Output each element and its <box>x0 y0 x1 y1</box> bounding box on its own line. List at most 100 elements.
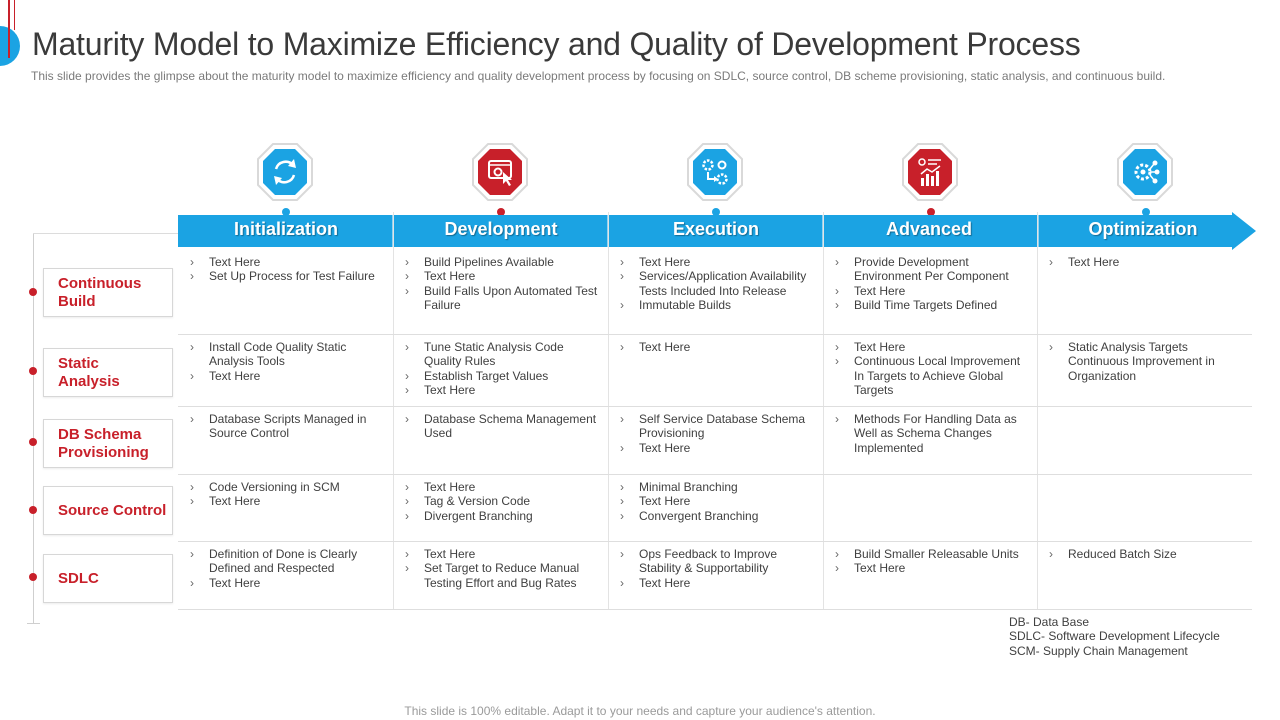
stage-label-execution: Execution <box>672 219 760 239</box>
legend-item: SCM- Supply Chain Management <box>1009 643 1188 658</box>
bullet-list: Ops Feedback to Improve Stability & Supp… <box>620 547 816 591</box>
bullet-item: Text Here <box>1049 255 1245 270</box>
page-title: Maturity Model to Maximize Efficiency an… <box>32 26 1081 62</box>
bullet-item: Methods For Handling Data as Well as Sch… <box>835 412 1031 455</box>
bullet-item: Tag & Version Code <box>405 494 601 509</box>
bullet-list: Build Pipelines AvailableText HereBuild … <box>405 255 601 313</box>
stage-dot <box>282 208 290 216</box>
grid-cell: Methods For Handling Data as Well as Sch… <box>835 412 1031 455</box>
bullet-item: Text Here <box>190 576 386 591</box>
bullet-item: Install Code Quality Static Analysis Too… <box>190 340 386 369</box>
accent-line <box>14 0 15 30</box>
bullet-item: Text Here <box>620 255 816 270</box>
page-subtitle: This slide provides the glimpse about th… <box>31 69 1166 83</box>
grid-cell: Database Schema Management Used <box>405 412 601 441</box>
bullet-list: Text Here <box>620 340 816 355</box>
accent-line <box>8 0 10 58</box>
bullet-item: Set Up Process for Test Failure <box>190 269 386 284</box>
bullet-list: Text HereSet Up Process for Test Failure <box>190 255 386 284</box>
grid-cell: Ops Feedback to Improve Stability & Supp… <box>620 547 816 591</box>
stage-dot <box>1142 208 1150 216</box>
row-dot <box>29 367 37 375</box>
row-dot <box>29 288 37 296</box>
grid-cell: Code Versioning in SCMText Here <box>190 480 386 509</box>
analytics-chart-icon <box>901 142 959 202</box>
bullet-item: Text Here <box>835 340 1031 355</box>
gear-network-icon <box>1116 142 1174 202</box>
bullet-list: Install Code Quality Static Analysis Too… <box>190 340 386 384</box>
bullet-list: Self Service Database Schema Provisionin… <box>620 412 816 456</box>
bullet-list: Definition of Done is Clearly Defined an… <box>190 547 386 591</box>
grid-cell: Text HereServices/Application Availabili… <box>620 255 816 313</box>
row-divider <box>178 609 1252 610</box>
grid-cell: Text Here <box>1049 255 1245 270</box>
bullet-item: Immutable Builds <box>620 298 816 313</box>
row-divider <box>178 406 1252 407</box>
bullet-list: Tune Static Analysis Code Quality RulesE… <box>405 340 601 398</box>
bullet-list: Methods For Handling Data as Well as Sch… <box>835 412 1031 455</box>
bullet-item: Services/Application Availability Tests … <box>620 269 816 298</box>
row-label-text: Continuous Build <box>58 274 142 310</box>
row-label-db-schema-provisioning: DB Schema Provisioning <box>43 419 173 468</box>
bullet-list: Code Versioning in SCMText Here <box>190 480 386 509</box>
row-divider <box>178 334 1252 335</box>
bullet-list: Provide Development Environment Per Comp… <box>835 255 1031 313</box>
bullet-item: Code Versioning in SCM <box>190 480 386 495</box>
bullet-item: Set Target to Reduce Manual Testing Effo… <box>405 561 601 590</box>
bullet-item: Establish Target Values <box>405 369 601 384</box>
bullet-item: Build Falls Upon Automated Test Failure <box>405 284 601 313</box>
click-settings-icon <box>471 142 529 202</box>
grid-cell: Text HereSet Target to Reduce Manual Tes… <box>405 547 601 590</box>
row-divider <box>178 474 1252 475</box>
bullet-item: Reduced Batch Size <box>1049 547 1245 562</box>
bullet-item: Tune Static Analysis Code Quality Rules <box>405 340 601 369</box>
grid-cell: Minimal BranchingText HereConvergent Bra… <box>620 480 816 524</box>
bullet-item: Build Pipelines Available <box>405 255 601 270</box>
grid-cell: Build Pipelines AvailableText HereBuild … <box>405 255 601 313</box>
bullet-item: Text Here <box>620 576 816 591</box>
bullet-list: Database Scripts Managed in Source Contr… <box>190 412 386 441</box>
bullet-item: Divergent Branching <box>405 509 601 524</box>
bullet-list: Text HereContinuous Local Improvement In… <box>835 340 1031 398</box>
gears-process-icon <box>686 142 744 202</box>
bullet-list: Text HereTag & Version CodeDivergent Bra… <box>405 480 601 524</box>
bullet-item: Text Here <box>835 561 1031 576</box>
grid-cell: Self Service Database Schema Provisionin… <box>620 412 816 456</box>
bullet-item: Build Time Targets Defined <box>835 298 1031 313</box>
bullet-item: Text Here <box>405 547 601 562</box>
bullet-list: Text HereSet Target to Reduce Manual Tes… <box>405 547 601 590</box>
grid-cell: Text HereContinuous Local Improvement In… <box>835 340 1031 398</box>
bullet-item: Ops Feedback to Improve Stability & Supp… <box>620 547 816 576</box>
grid-cell: Build Smaller Releasable UnitsText Here <box>835 547 1031 576</box>
left-axis-bottom <box>27 623 40 624</box>
row-dot <box>29 573 37 581</box>
grid-cell: Provide Development Environment Per Comp… <box>835 255 1031 313</box>
row-label-sdlc: SDLC <box>43 554 173 603</box>
stage-dot <box>712 208 720 216</box>
grid-cell: Static Analysis Targets Continuous Impro… <box>1049 340 1245 383</box>
grid-cell: Reduced Batch Size <box>1049 547 1245 562</box>
abbreviation-legend: DB- Data Base SDLC- Software Development… <box>1009 615 1220 658</box>
bullet-item: Text Here <box>405 269 601 284</box>
bullet-list: Reduced Batch Size <box>1049 547 1245 562</box>
bullet-list: Text HereServices/Application Availabili… <box>620 255 816 313</box>
stage-label-advanced: Advanced <box>885 219 973 239</box>
stage-dot <box>497 208 505 216</box>
bullet-item: Text Here <box>620 441 816 456</box>
bullet-item: Convergent Branching <box>620 509 816 524</box>
grid-cell: Text HereSet Up Process for Test Failure <box>190 255 386 284</box>
row-label-text: DB Schema Provisioning <box>58 425 149 461</box>
stage-label-initialization: Initialization <box>233 219 338 239</box>
bullet-item: Text Here <box>190 255 386 270</box>
bullet-item: Provide Development Environment Per Comp… <box>835 255 1031 284</box>
bullet-item: Text Here <box>190 369 386 384</box>
row-label-text: Source Control <box>58 501 167 519</box>
bullet-item: Continuous Local Improvement In Targets … <box>835 354 1031 397</box>
bullet-item: Definition of Done is Clearly Defined an… <box>190 547 386 576</box>
grid-cell: Text HereTag & Version CodeDivergent Bra… <box>405 480 601 524</box>
bullet-item: Build Smaller Releasable Units <box>835 547 1031 562</box>
row-label-static-analysis: Static Analysis <box>43 348 173 397</box>
bullet-list: Build Smaller Releasable UnitsText Here <box>835 547 1031 576</box>
sync-icon <box>256 142 314 202</box>
grid-cell: Text Here <box>620 340 816 355</box>
